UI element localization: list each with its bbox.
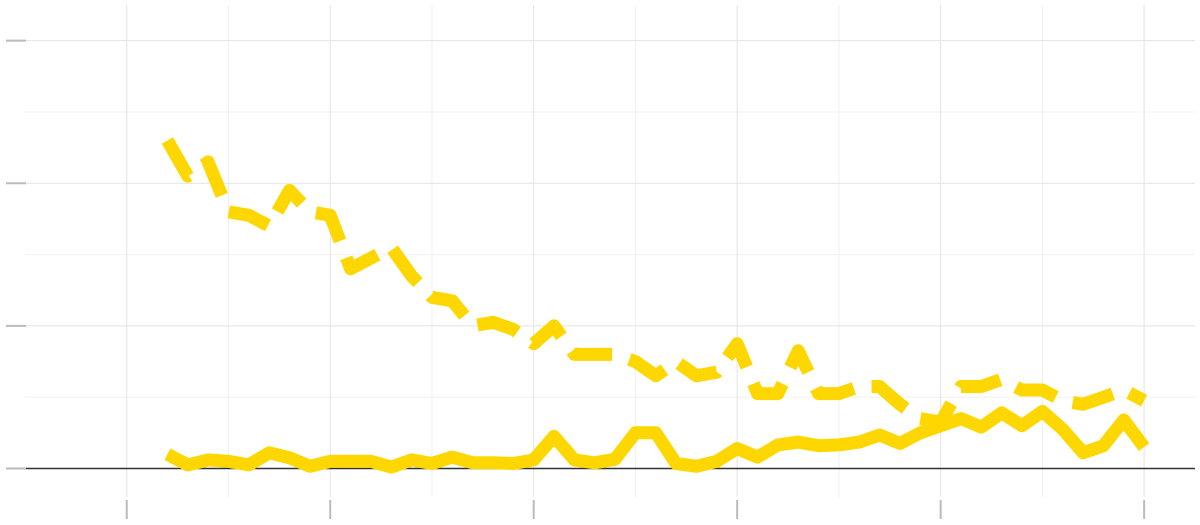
series-layer — [161, 137, 1150, 474]
series-1-dashed-line — [161, 137, 1148, 429]
series-2-solid-line — [164, 404, 1150, 474]
minor-gridlines — [25, 5, 1195, 497]
axis-ticks — [6, 39, 1146, 519]
